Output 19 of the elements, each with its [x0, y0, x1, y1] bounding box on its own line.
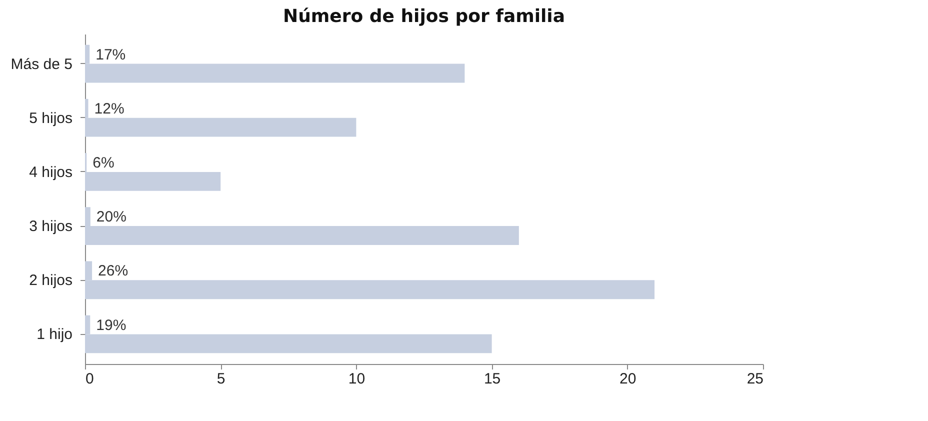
x-tick-label: 5 [216, 370, 226, 388]
y-tick-label: 4 hijos [29, 164, 72, 181]
x-tick-label: 10 [348, 370, 366, 388]
data-label: 26% [98, 262, 128, 280]
data-label: 20% [96, 208, 126, 226]
y-tick-label: Más de 5 [10, 56, 72, 73]
y-tick-label: 1 hijo [36, 326, 72, 344]
x-tick-label: 0 [86, 370, 94, 388]
chart-title: Número de hijos por familia [283, 6, 565, 27]
x-tick-label: 15 [484, 370, 501, 388]
data-label: 6% [92, 154, 114, 172]
x-tick-label: 25 [746, 370, 764, 388]
data-label: 17% [96, 46, 126, 64]
x-tick-label: 20 [620, 370, 636, 388]
data-label: 12% [94, 100, 124, 118]
y-tick-label: 5 hijos [29, 110, 72, 127]
y-tick-label: 2 hijos [29, 272, 72, 290]
data-label: 19% [96, 316, 126, 334]
y-tick-label: 3 hijos [29, 218, 72, 236]
